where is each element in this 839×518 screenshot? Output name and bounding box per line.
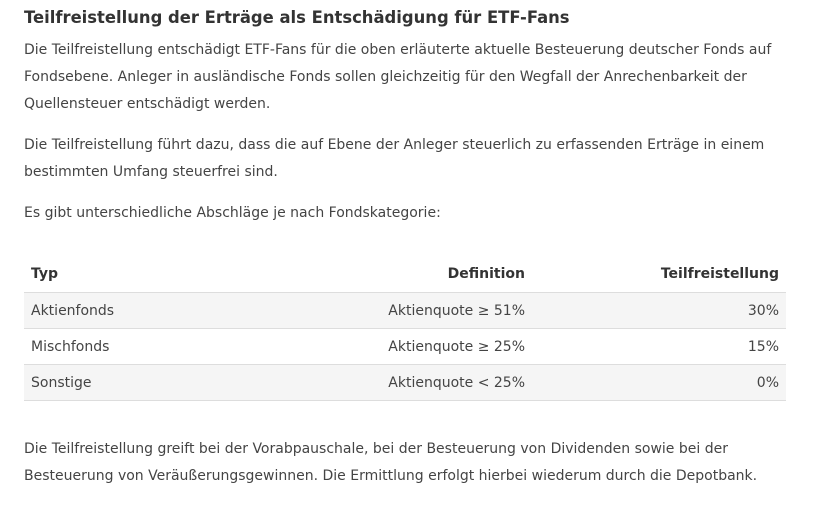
table-row: Aktienfonds Aktienquote ≥ 51% 30%: [24, 292, 786, 329]
cell-teilfreistellung: 0%: [532, 364, 786, 401]
header-definition: Definition: [228, 256, 532, 293]
cell-typ: Mischfonds: [24, 328, 228, 365]
cell-definition: Aktienquote < 25%: [228, 364, 532, 401]
header-teilfreistellung: Teilfreistellung: [532, 256, 786, 293]
cell-typ: Sonstige: [24, 364, 228, 401]
cell-definition: Aktienquote ≥ 51%: [228, 292, 532, 329]
cell-teilfreistellung: 30%: [532, 292, 786, 329]
table-row: Sonstige Aktienquote < 25% 0%: [24, 364, 786, 401]
closing-paragraph: Die Teilfreistellung greift bei der Vora…: [24, 441, 758, 484]
teilfreistellung-table: Typ Definition Teilfreistellung Aktienfo…: [24, 256, 786, 401]
categories-intro-paragraph: Es gibt unterschiedliche Abschläge je na…: [24, 205, 441, 221]
header-typ: Typ: [24, 256, 228, 293]
cell-definition: Aktienquote ≥ 25%: [228, 328, 532, 365]
explanation-paragraph: Die Teilfreistellung führt dazu, dass di…: [24, 137, 765, 180]
intro-paragraph: Die Teilfreistellung entschädigt ETF-Fan…: [24, 42, 772, 112]
section-heading: Teilfreistellung der Erträge als Entschä…: [24, 8, 570, 27]
table-header-row: Typ Definition Teilfreistellung: [24, 256, 786, 293]
table-row: Mischfonds Aktienquote ≥ 25% 15%: [24, 328, 786, 365]
cell-typ: Aktienfonds: [24, 292, 228, 329]
cell-teilfreistellung: 15%: [532, 328, 786, 365]
